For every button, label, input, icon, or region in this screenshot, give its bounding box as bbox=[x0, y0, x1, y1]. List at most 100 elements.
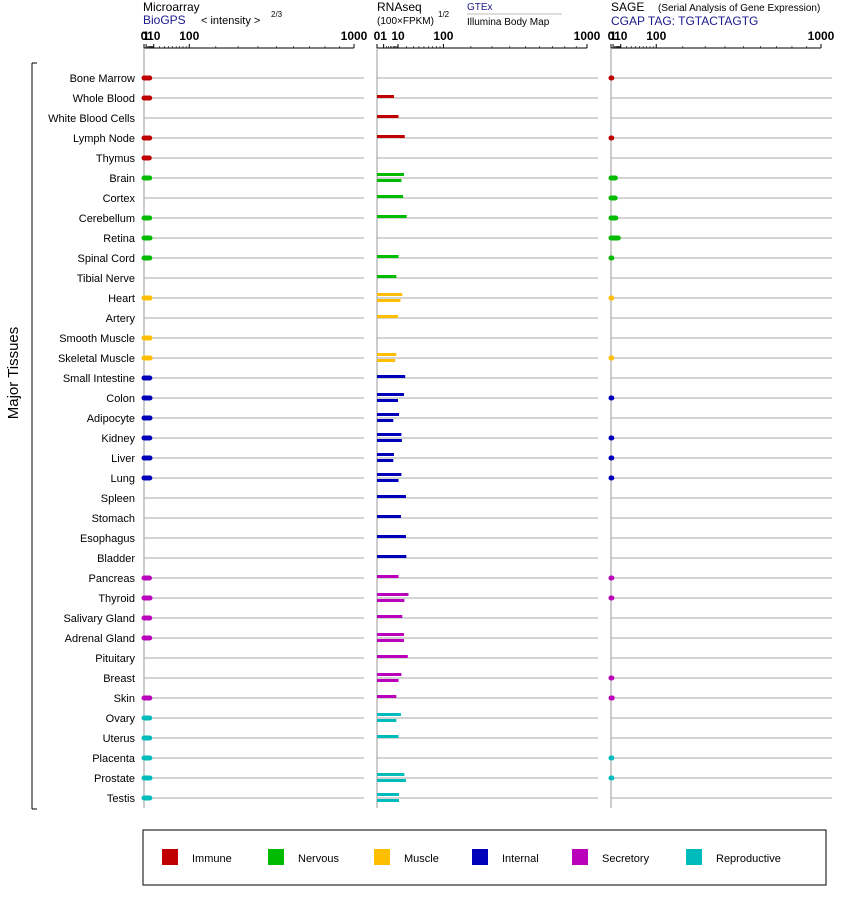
microarray-tick-label: 1000 bbox=[341, 29, 368, 43]
rnaseq-bar bbox=[377, 95, 394, 98]
rnaseq-bar bbox=[377, 179, 402, 182]
legend-label: Nervous bbox=[298, 853, 339, 865]
tissue-label: Whole Blood bbox=[73, 93, 135, 105]
tissue-row: Placenta bbox=[92, 753, 832, 765]
rnaseq-bar bbox=[377, 393, 404, 396]
rnaseq-bar bbox=[377, 535, 406, 538]
tissue-row: Whole Blood bbox=[73, 93, 832, 105]
tissue-label: Skeletal Muscle bbox=[58, 353, 135, 365]
legend-item-nervous: Nervous bbox=[268, 849, 339, 865]
rnaseq-bar bbox=[377, 713, 401, 716]
tissue-label: Retina bbox=[103, 233, 136, 245]
rnaseq-bar bbox=[377, 655, 408, 658]
microarray-title: Microarray bbox=[143, 0, 200, 14]
rnaseq-bar bbox=[377, 439, 402, 442]
rnaseq-bar bbox=[377, 599, 405, 602]
rnaseq-tick-label: 10 bbox=[391, 29, 405, 43]
tissue-row: Adrenal Gland bbox=[65, 633, 832, 645]
rnaseq-title: RNAseq bbox=[377, 0, 422, 14]
rnaseq-tick-label: 100 bbox=[433, 29, 453, 43]
tissue-label: Kidney bbox=[101, 433, 135, 445]
tissue-label: Skin bbox=[114, 693, 135, 705]
legend-swatch bbox=[472, 849, 488, 865]
rnaseq-bar bbox=[377, 413, 400, 416]
sage-tick-label: 0 bbox=[608, 29, 615, 43]
rnaseq-bar bbox=[377, 315, 398, 318]
sage-title: SAGE bbox=[611, 0, 644, 14]
rnaseq-bar bbox=[377, 555, 407, 558]
tissue-label: Bone Marrow bbox=[70, 73, 135, 85]
tissue-row: Pancreas bbox=[89, 573, 832, 585]
sage-tick-label: 1 bbox=[610, 29, 617, 43]
rnaseq-bar bbox=[377, 275, 397, 278]
tissue-row: Skin bbox=[114, 693, 832, 705]
rnaseq-bar bbox=[377, 735, 399, 738]
tissue-row: Lung bbox=[111, 473, 832, 485]
tissue-label: White Blood Cells bbox=[48, 113, 135, 125]
tissue-row: Colon bbox=[106, 393, 832, 405]
rnaseq-bar bbox=[377, 793, 400, 796]
tissue-row: Smooth Muscle bbox=[59, 333, 832, 345]
legend-label: Immune bbox=[192, 853, 232, 865]
tissue-label: Esophagus bbox=[80, 533, 136, 545]
tissue-row: Artery bbox=[106, 313, 832, 325]
y-axis-bracket bbox=[31, 62, 37, 810]
microarray-tick-label: 0 bbox=[141, 29, 148, 43]
rnaseq-bar bbox=[377, 615, 403, 618]
microarray-tick-label: 100 bbox=[179, 29, 199, 43]
tissue-row: Testis bbox=[107, 793, 832, 805]
tissue-row: Adipocyte bbox=[87, 413, 832, 425]
tissue-row: Thymus bbox=[96, 153, 832, 165]
sage-tick-label: 1000 bbox=[808, 29, 835, 43]
microarray-source: BioGPS bbox=[143, 13, 186, 27]
legend-item-immune: Immune bbox=[162, 849, 232, 865]
rnaseq-bar bbox=[377, 375, 406, 378]
sage-tick-label: 100 bbox=[646, 29, 666, 43]
rnaseq-bar bbox=[377, 459, 394, 462]
tissue-row: Ovary bbox=[106, 713, 832, 725]
rnaseq-bar bbox=[377, 293, 403, 296]
tissue-row: Cerebellum bbox=[79, 213, 832, 225]
tissue-label: Prostate bbox=[94, 773, 135, 785]
tissue-label: Breast bbox=[103, 673, 135, 685]
tissue-label: Pancreas bbox=[89, 573, 136, 585]
tissue-row: Stomach bbox=[92, 513, 832, 525]
tissue-row: Spleen bbox=[101, 493, 832, 505]
tissue-row: Prostate bbox=[94, 773, 832, 785]
legend-item-internal: Internal bbox=[472, 849, 539, 865]
tissue-label: Bladder bbox=[97, 553, 135, 565]
rnaseq-header: RNAseq (100×FPKM) 1/2 GTEx Illumina Body… bbox=[377, 0, 562, 28]
tissue-row: Heart bbox=[108, 293, 832, 305]
tissue-row: Thyroid bbox=[98, 593, 832, 605]
tissue-row: Bone Marrow bbox=[70, 73, 832, 85]
legend-item-secretory: Secretory bbox=[572, 849, 650, 865]
microarray-header: Microarray BioGPS < intensity > 2/3 bbox=[143, 0, 283, 27]
rnaseq-tick-label: 1 bbox=[380, 29, 387, 43]
tissue-label: Adipocyte bbox=[87, 413, 135, 425]
sage-subtitle: (Serial Analysis of Gene Expression) bbox=[658, 3, 820, 14]
tissue-label: Cortex bbox=[103, 193, 136, 205]
rnaseq-bar bbox=[377, 473, 402, 476]
legend-swatch bbox=[686, 849, 702, 865]
tissue-label: Brain bbox=[109, 173, 135, 185]
tissue-label: Liver bbox=[111, 453, 135, 465]
rnaseq-tick-label: 1000 bbox=[574, 29, 601, 43]
tissue-label: Spleen bbox=[101, 493, 135, 505]
rnaseq-scale-exponent: 1/2 bbox=[438, 10, 450, 19]
rnaseq-source-gtex: GTEx bbox=[467, 2, 493, 13]
tissue-label: Adrenal Gland bbox=[65, 633, 135, 645]
microarray-tick-label: 10 bbox=[147, 29, 161, 43]
rnaseq-scale-label: (100×FPKM) bbox=[377, 16, 434, 27]
tissue-label: Artery bbox=[106, 313, 136, 325]
rnaseq-bar bbox=[377, 173, 404, 176]
sage-source: CGAP TAG: TGTACTAGTG bbox=[611, 14, 758, 28]
legend-swatch bbox=[162, 849, 178, 865]
rnaseq-bar bbox=[377, 773, 405, 776]
rnaseq-bar bbox=[377, 575, 399, 578]
tissue-row: Small Intestine bbox=[63, 373, 832, 385]
rnaseq-bar bbox=[377, 255, 399, 258]
tissue-label: Thyroid bbox=[98, 593, 135, 605]
rnaseq-bar bbox=[377, 433, 402, 436]
